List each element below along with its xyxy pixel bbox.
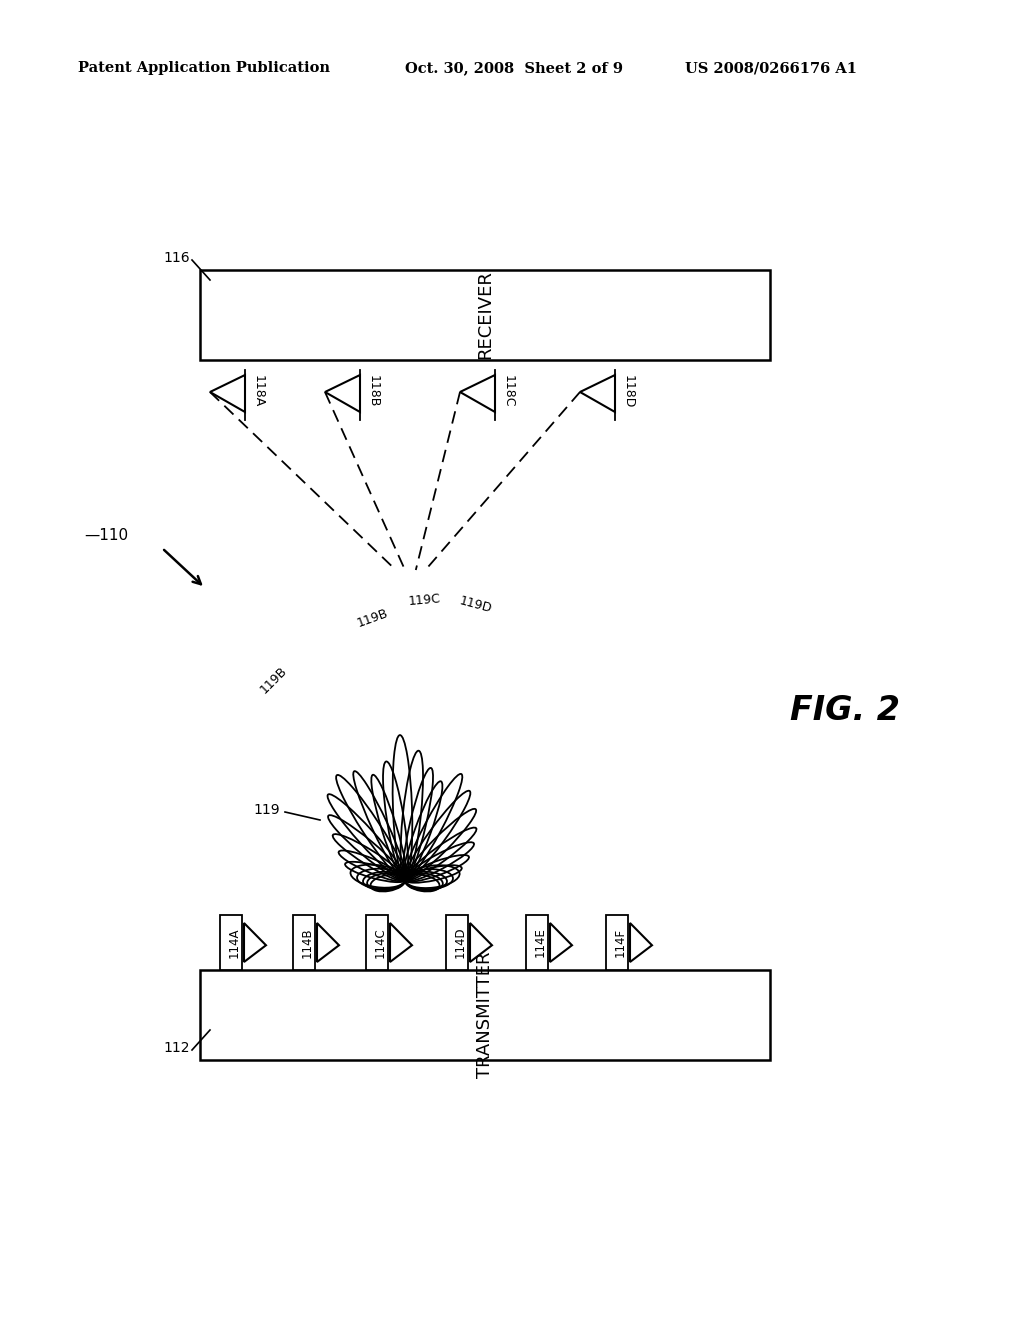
Bar <box>200 970 770 1060</box>
Text: 114C: 114C <box>374 927 386 958</box>
Text: 112: 112 <box>164 1041 190 1055</box>
Text: RECEIVER: RECEIVER <box>476 271 494 359</box>
Text: 118A: 118A <box>252 375 265 408</box>
Text: 114B: 114B <box>300 927 313 958</box>
Text: 114D: 114D <box>454 927 467 958</box>
Text: Oct. 30, 2008  Sheet 2 of 9: Oct. 30, 2008 Sheet 2 of 9 <box>406 61 623 75</box>
Text: 119D: 119D <box>458 594 494 615</box>
Text: US 2008/0266176 A1: US 2008/0266176 A1 <box>685 61 857 75</box>
Text: 114F: 114F <box>613 928 627 957</box>
Text: 114E: 114E <box>534 928 547 957</box>
Bar <box>293 915 315 970</box>
Text: FIG. 2: FIG. 2 <box>790 693 900 726</box>
Bar <box>606 915 628 970</box>
Text: 119: 119 <box>253 803 280 817</box>
Text: 119B: 119B <box>258 664 290 696</box>
Bar <box>446 915 468 970</box>
Bar <box>200 271 770 360</box>
Text: 118D: 118D <box>622 375 635 408</box>
Bar <box>366 915 388 970</box>
Text: —110: —110 <box>84 528 128 543</box>
Text: 119C: 119C <box>408 593 441 609</box>
Text: TRANSMITTER: TRANSMITTER <box>476 952 494 1078</box>
Text: 118B: 118B <box>367 375 380 408</box>
Text: Patent Application Publication: Patent Application Publication <box>78 61 330 75</box>
Bar <box>526 915 548 970</box>
Text: 116: 116 <box>164 251 190 265</box>
Text: 118C: 118C <box>502 375 515 408</box>
Text: 114A: 114A <box>227 927 241 958</box>
Text: 119B: 119B <box>355 606 390 630</box>
Bar <box>220 915 242 970</box>
